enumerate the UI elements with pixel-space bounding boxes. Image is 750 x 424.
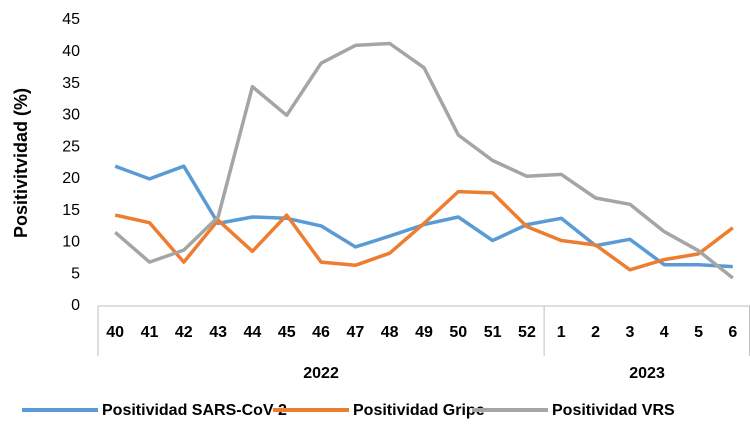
series-line [114,164,733,269]
y-tick-label: 0 [71,297,80,314]
x-tick-label: 43 [209,324,227,341]
x-tick-label: 41 [141,324,159,341]
y-tick-label: 20 [62,170,80,187]
x-tick-label: 48 [381,324,399,341]
x-tick-label: 3 [625,324,634,341]
x-tick-label: 40 [106,324,124,341]
legend-label: Positividad VRS [552,402,675,419]
y-tick-label: 15 [62,202,80,219]
x-tick-label: 51 [484,324,502,341]
x-tick-label: 46 [312,324,330,341]
series-line [114,41,734,280]
x-tick-label: 44 [244,324,262,341]
legend-label: Positividad SARS-CoV-2 [102,402,287,419]
y-tick-label: 35 [62,75,80,92]
y-tick-label: 5 [71,265,80,282]
x-tick-label: 5 [694,324,703,341]
x-tick-label: 45 [278,324,296,341]
x-tick-label: 50 [449,324,467,341]
series-line [114,189,734,272]
group-label: 2022 [303,365,339,382]
x-tick-label: 47 [346,324,364,341]
x-tick-label: 6 [728,324,737,341]
x-tick-label: 49 [415,324,433,341]
x-tick-label: 52 [518,324,536,341]
x-tick-label: 2 [591,324,600,341]
x-tick-label: 42 [175,324,193,341]
y-tick-label: 10 [62,234,80,251]
y-tick-label: 25 [62,138,80,155]
legend-label: Positividad Gripe [353,402,485,419]
x-tick-label: 4 [660,324,669,341]
y-tick-label: 40 [62,43,80,60]
x-tick-label: 1 [557,324,566,341]
group-label: 2023 [629,365,665,382]
y-tick-label: 45 [62,11,80,28]
y-axis-title: Positivitvidad (%) [11,88,31,238]
y-tick-label: 30 [62,107,80,124]
